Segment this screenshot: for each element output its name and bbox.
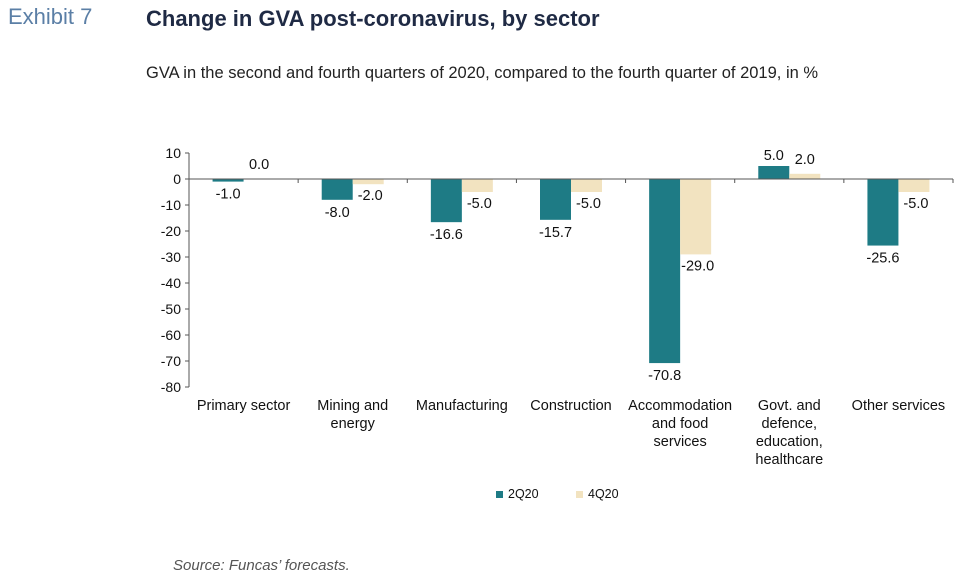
x-tick-label: Manufacturing (416, 398, 508, 414)
data-label-4q20: -29.0 (681, 258, 714, 274)
x-axis: Primary sector Mining and energy Manufactur… (189, 178, 954, 468)
legend-label-4q20: 4Q20 (588, 487, 619, 501)
x-tick-label: Construction (530, 398, 611, 414)
bar-2q20 (540, 179, 571, 220)
bar-4q20 (680, 179, 712, 255)
data-label-2q20: 5.0 (764, 148, 784, 164)
bar-4q20 (352, 179, 384, 185)
x-tick-label: Other services (852, 398, 945, 414)
y-tick-label: -10 (161, 197, 181, 213)
data-label-4q20: 2.0 (795, 152, 815, 168)
data-label-4q20: -5.0 (903, 196, 928, 212)
y-tick-label: -40 (161, 275, 181, 291)
chart-subtitle: GVA in the second and fourth quarters of… (146, 64, 819, 82)
legend-label-2q20: 2Q20 (508, 487, 539, 501)
y-tick-label: 10 (165, 145, 181, 161)
x-tick-label: Accommodation and food services (628, 398, 732, 450)
exhibit-label: Exhibit 7 (8, 4, 93, 29)
data-label-2q20: -25.6 (866, 251, 899, 267)
bar-2q20 (430, 179, 462, 223)
y-tick-label: -50 (161, 301, 181, 317)
y-tick-label: -20 (161, 223, 181, 239)
data-label-2q20: -15.7 (539, 225, 572, 241)
bar-chart: 10 0 -10 -20 -30 -40 -50 -60 -70 -80 Primary sect… (161, 145, 954, 501)
data-label-2q20: -16.6 (430, 227, 463, 243)
data-label-4q20: 0.0 (249, 157, 269, 173)
chart-title: Change in GVA post-coronavirus, by secto… (146, 6, 600, 31)
bar-2q20 (649, 179, 681, 364)
x-tick-label: Primary sector (197, 398, 291, 414)
bar-2q20 (867, 179, 899, 246)
bar-4q20 (571, 179, 602, 192)
data-label-4q20: -2.0 (358, 188, 383, 204)
source-note: Source: Funcas’ forecasts. (173, 557, 350, 574)
data-labels: -1.00.0-8.0-2.0-16.6-5.0-15.7-5.0-70.8-2… (216, 148, 929, 384)
data-label-2q20: -70.8 (648, 368, 681, 384)
data-label-4q20: -5.0 (467, 196, 492, 212)
y-tick-label: -30 (161, 249, 181, 265)
bar-2q20 (321, 179, 353, 200)
x-tick-label: Govt. and defence, education, healthcare (755, 398, 823, 468)
y-tick-label: -70 (161, 353, 181, 369)
data-label-2q20: -8.0 (325, 205, 350, 221)
bar-4q20 (789, 173, 821, 179)
legend: 2Q20 4Q20 (496, 487, 619, 501)
bar-2q20 (758, 166, 790, 179)
legend-swatch-2q20 (496, 491, 503, 498)
bars (212, 166, 930, 364)
data-label-2q20: -1.0 (216, 187, 241, 203)
y-tick-label: -60 (161, 327, 181, 343)
legend-swatch-4q20 (576, 491, 583, 498)
y-tick-label: -80 (161, 379, 181, 395)
bar-4q20 (461, 179, 493, 192)
x-tick-label: Mining and energy (317, 398, 388, 432)
bar-2q20 (212, 179, 244, 182)
bar-4q20 (898, 179, 930, 192)
y-tick-label: 0 (173, 171, 181, 187)
y-axis: 10 0 -10 -20 -30 -40 -50 -60 -70 -80 (161, 145, 190, 395)
data-label-4q20: -5.0 (576, 196, 601, 212)
